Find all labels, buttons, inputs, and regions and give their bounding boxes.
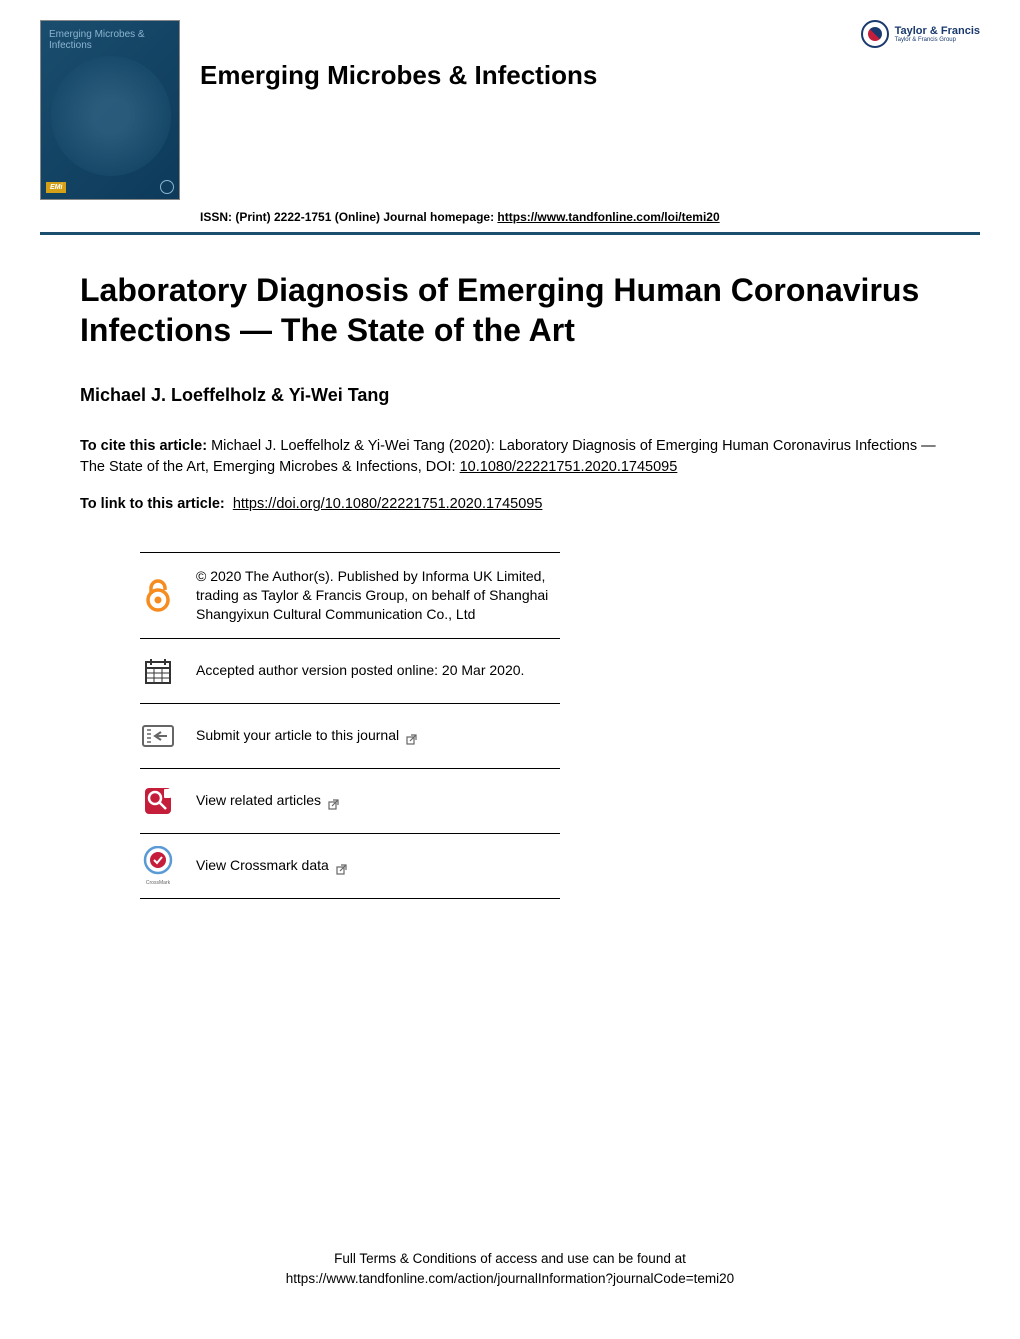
info-item-related[interactable]: View related articles [140,769,560,834]
journal-cover-image [51,56,171,176]
footer-line1: Full Terms & Conditions of access and us… [0,1249,1020,1269]
external-link-icon [336,861,347,872]
related-label: View related articles [196,792,321,808]
issn-line: ISSN: (Print) 2222-1751 (Online) Journal… [200,210,720,224]
info-list: © 2020 The Author(s). Published by Infor… [140,552,560,899]
info-item-submit[interactable]: Submit your article to this journal [140,704,560,769]
journal-cover-badge: EMi [46,182,66,193]
crossmark-icon: CrossMark [140,848,176,884]
related-text: View related articles [196,791,339,810]
info-item-crossmark[interactable]: CrossMark View Crossmark data [140,834,560,899]
link-line: To link to this article: https://doi.org… [80,496,940,512]
crossmark-text: View Crossmark data [196,856,347,875]
submit-text: Submit your article to this journal [196,726,417,745]
open-access-icon [140,577,176,613]
publisher-logo: Taylor & Francis Taylor & Francis Group [861,20,980,48]
article-title: Laboratory Diagnosis of Emerging Human C… [80,270,940,350]
published-text: Accepted author version posted online: 2… [196,661,524,680]
journal-cover-footer: EMi [46,180,174,194]
related-articles-icon [140,783,176,819]
citation-label: To cite this article: [80,438,207,454]
submit-icon [140,718,176,754]
svg-text:CrossMark: CrossMark [146,880,171,886]
submit-label: Submit your article to this journal [196,727,399,743]
publisher-name: Taylor & Francis [895,25,980,37]
external-link-icon [406,731,417,742]
journal-cover-title: Emerging Microbes & Infections [41,21,179,59]
footer-line2: https://www.tandfonline.com/action/journ… [0,1269,1020,1289]
license-text: © 2020 The Author(s). Published by Infor… [196,567,560,624]
citation-doi: 10.1080/22221751.2020.1745095 [460,459,678,475]
calendar-icon [140,653,176,689]
info-item-published: Accepted author version posted online: 2… [140,639,560,704]
journal-title: Emerging Microbes & Infections [200,60,597,91]
citation-block: To cite this article: Michael J. Loeffel… [80,436,940,478]
link-label: To link to this article: [80,496,225,512]
publisher-text-block: Taylor & Francis Taylor & Francis Group [895,25,980,43]
info-item-license: © 2020 The Author(s). Published by Infor… [140,552,560,639]
external-link-icon [328,796,339,807]
article-authors: Michael J. Loeffelholz & Yi-Wei Tang [80,385,940,406]
journal-homepage-link[interactable]: https://www.tandfonline.com/loi/temi20 [497,210,719,224]
article-doi-link[interactable]: https://doi.org/10.1080/22221751.2020.17… [233,496,543,512]
issn-label: ISSN: (Print) 2222-1751 (Online) Journal… [200,210,494,224]
footer: Full Terms & Conditions of access and us… [0,1249,1020,1290]
header-divider [40,232,980,235]
journal-cover: Emerging Microbes & Infections EMi [40,20,180,200]
publisher-tagline: Taylor & Francis Group [895,37,980,43]
publisher-icon [861,20,889,48]
journal-cover-logo-icon [160,180,174,194]
header: Emerging Microbes & Infections EMi Emerg… [0,0,1020,200]
main-content: Laboratory Diagnosis of Emerging Human C… [80,270,940,899]
crossmark-label: View Crossmark data [196,857,329,873]
